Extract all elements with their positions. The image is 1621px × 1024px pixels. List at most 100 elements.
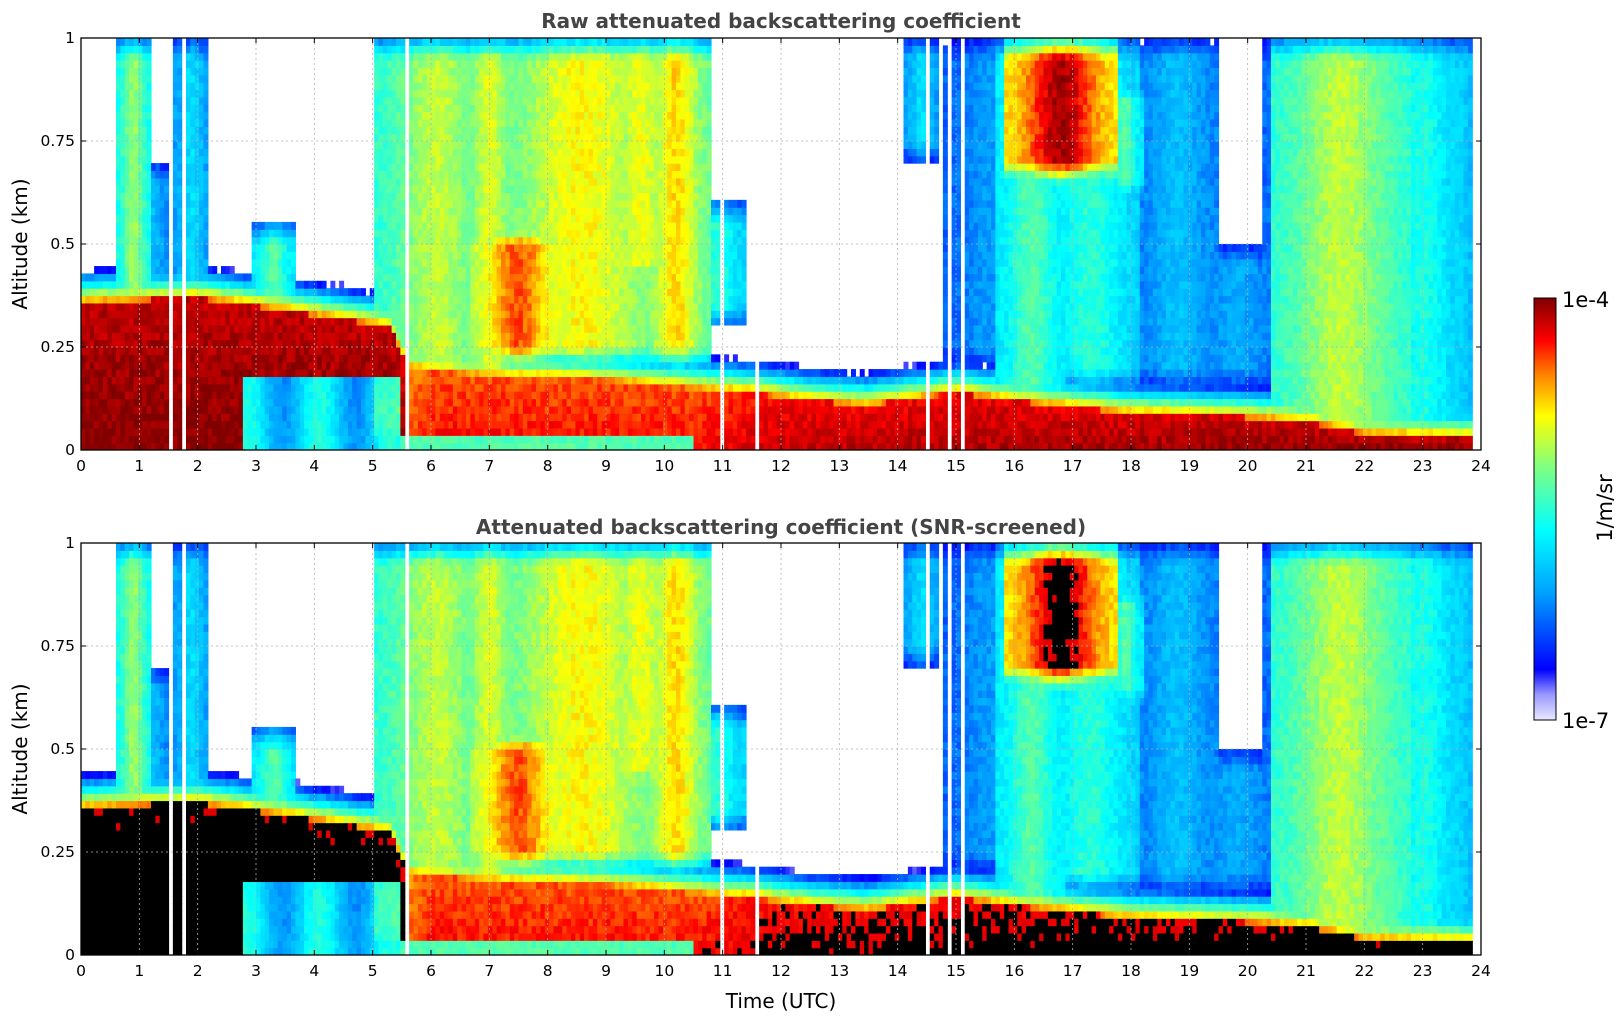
heatmap-cell xyxy=(483,324,489,333)
heatmap-cell xyxy=(466,82,471,91)
heatmap-cell xyxy=(536,133,541,142)
heatmap-cell xyxy=(557,192,563,201)
heatmap-cell xyxy=(269,236,275,245)
heatmap-cell xyxy=(540,302,546,311)
heatmap-cell xyxy=(159,347,165,355)
heatmap-cell xyxy=(566,111,572,120)
heatmap-cell xyxy=(492,295,498,304)
heatmap-cell xyxy=(347,324,353,333)
heatmap-cell xyxy=(461,251,467,260)
heatmap-cell xyxy=(544,148,550,157)
heatmap-cell xyxy=(435,60,441,69)
heatmap-cell xyxy=(571,376,576,385)
heatmap-cell xyxy=(129,273,135,282)
heatmap-cell xyxy=(347,339,353,348)
heatmap-cell xyxy=(199,361,205,370)
heatmap-cell xyxy=(382,96,388,105)
heatmap-cell xyxy=(431,302,436,311)
heatmap-cell xyxy=(466,302,471,311)
heatmap-cell xyxy=(151,266,156,275)
heatmap-cell xyxy=(129,413,135,422)
heatmap-cell xyxy=(269,258,275,267)
heatmap-cell xyxy=(186,236,191,245)
heatmap-cell xyxy=(321,324,327,333)
heatmap-cell xyxy=(553,82,559,91)
heatmap-cell xyxy=(479,420,485,429)
heatmap-cell xyxy=(142,324,148,333)
heatmap-cell xyxy=(417,52,423,61)
heatmap-cell xyxy=(190,60,196,69)
heatmap-cell xyxy=(391,52,397,61)
heatmap-cell xyxy=(186,104,191,113)
heatmap-cell xyxy=(146,214,152,223)
heatmap-cell xyxy=(540,185,546,194)
heatmap-cell xyxy=(422,170,428,179)
heatmap-cell xyxy=(374,288,380,297)
heatmap-cell xyxy=(562,199,568,208)
heatmap-cell xyxy=(409,118,415,127)
heatmap-cell xyxy=(382,104,388,113)
heatmap-cell xyxy=(295,332,301,341)
heatmap-cell xyxy=(365,339,371,348)
heatmap-cell xyxy=(186,96,191,105)
heatmap-cell xyxy=(588,155,594,164)
heatmap-cell xyxy=(142,244,148,252)
heatmap-cell xyxy=(566,354,572,363)
heatmap-cell xyxy=(566,302,572,311)
heatmap-cell xyxy=(361,369,366,378)
heatmap-cell xyxy=(514,96,520,105)
heatmap-cell xyxy=(339,361,345,370)
heatmap-cell xyxy=(260,280,266,289)
heatmap-cell xyxy=(426,163,432,172)
heatmap-cell xyxy=(151,391,156,400)
heatmap-cell xyxy=(225,376,231,385)
heatmap-cell xyxy=(466,332,471,341)
heatmap-cell xyxy=(509,199,515,208)
heatmap-cell xyxy=(142,214,148,223)
heatmap-cell xyxy=(234,317,240,326)
heatmap-cell xyxy=(352,427,358,436)
heatmap-cell xyxy=(461,199,467,208)
heatmap-cell xyxy=(557,89,563,98)
heatmap-cell xyxy=(518,244,524,252)
heatmap-cell xyxy=(505,118,511,127)
heatmap-cell xyxy=(396,67,401,76)
heatmap-cell xyxy=(540,332,546,341)
heatmap-cell xyxy=(487,45,493,54)
heatmap-cell xyxy=(221,295,226,304)
heatmap-cell xyxy=(492,383,498,392)
heatmap-cell xyxy=(496,118,502,127)
heatmap-cell xyxy=(549,332,555,341)
heatmap-cell xyxy=(234,376,240,385)
heatmap-cell xyxy=(142,170,148,179)
heatmap-cell xyxy=(85,369,91,378)
heatmap-cell xyxy=(326,369,331,378)
heatmap-cell xyxy=(461,96,467,105)
heatmap-cell xyxy=(133,383,139,392)
heatmap-cell xyxy=(203,192,209,201)
heatmap-cell xyxy=(212,413,218,422)
heatmap-cell xyxy=(575,118,581,127)
heatmap-cell xyxy=(452,324,458,333)
heatmap-cell xyxy=(466,324,471,333)
heatmap-cell xyxy=(531,288,537,297)
heatmap-cell xyxy=(194,199,200,208)
heatmap-cell xyxy=(431,391,436,400)
heatmap-cell xyxy=(129,74,135,83)
heatmap-cell xyxy=(426,413,432,422)
heatmap-cell xyxy=(452,405,458,414)
heatmap-cell xyxy=(387,258,393,267)
heatmap-cell xyxy=(251,258,257,267)
heatmap-cell xyxy=(343,347,349,355)
heatmap-cell xyxy=(286,288,292,297)
heatmap-cell xyxy=(479,148,485,157)
heatmap-cell xyxy=(470,214,476,223)
heatmap-cell xyxy=(562,236,568,245)
heatmap-cell xyxy=(120,376,126,385)
heatmap-cell xyxy=(588,38,594,46)
heatmap-cell xyxy=(571,258,576,267)
heatmap-cell xyxy=(536,96,541,105)
heatmap-cell xyxy=(369,413,375,422)
heatmap-cell xyxy=(186,398,191,407)
heatmap-cell xyxy=(417,361,423,370)
